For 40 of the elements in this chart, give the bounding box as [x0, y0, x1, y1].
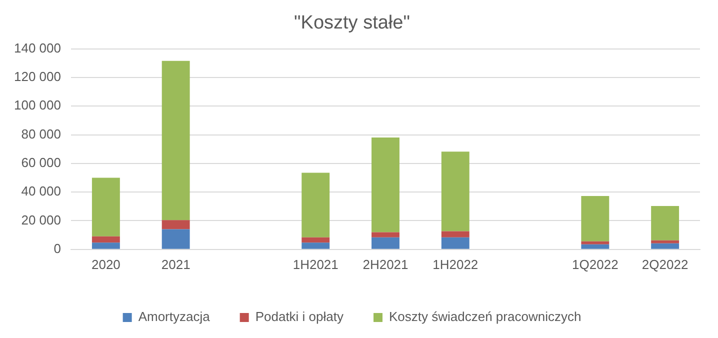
x-tick-label: 2021	[161, 256, 190, 272]
x-tick-label: 1Q2022	[572, 256, 618, 272]
bar	[581, 244, 610, 249]
y-tick-label: 100 000	[14, 98, 61, 113]
bar	[441, 231, 470, 238]
bar	[651, 243, 680, 249]
legend-label: Amortyzacja	[138, 309, 211, 324]
bar	[651, 206, 680, 240]
bar	[372, 237, 400, 249]
x-tick-label: 2020	[91, 256, 120, 272]
legend-label: Koszty świadczeń pracowniczych	[388, 309, 582, 324]
x-tick-label: 1H2021	[292, 256, 338, 272]
bar	[651, 240, 680, 244]
bar	[302, 172, 330, 238]
bar	[581, 241, 610, 244]
bar	[162, 220, 190, 230]
y-tick-label: 40 000	[21, 184, 61, 199]
x-tick-label: 2H2021	[362, 256, 408, 272]
y-tick-label: 0	[54, 240, 61, 256]
bar	[302, 242, 330, 249]
legend-label: Podatki i opłaty	[255, 309, 344, 324]
bar	[441, 152, 470, 232]
bar	[441, 237, 470, 249]
bar	[162, 60, 190, 220]
bar	[372, 232, 400, 238]
bar	[581, 196, 610, 242]
y-tick-label: 80 000	[21, 126, 61, 142]
x-tick-label: 1H2022	[432, 256, 478, 272]
bar	[302, 237, 330, 243]
bar	[92, 242, 120, 249]
y-tick-label: 20 000	[21, 212, 61, 228]
bar	[372, 137, 400, 232]
x-tick-label: 2Q2022	[642, 256, 688, 272]
bar	[162, 229, 190, 249]
bar	[92, 236, 120, 243]
y-tick-label: 60 000	[21, 155, 61, 170]
chart-title: "Koszty stałe"	[294, 12, 410, 34]
y-tick-label: 140 000	[14, 40, 61, 56]
bar	[92, 178, 120, 236]
y-tick-label: 120 000	[14, 69, 61, 84]
